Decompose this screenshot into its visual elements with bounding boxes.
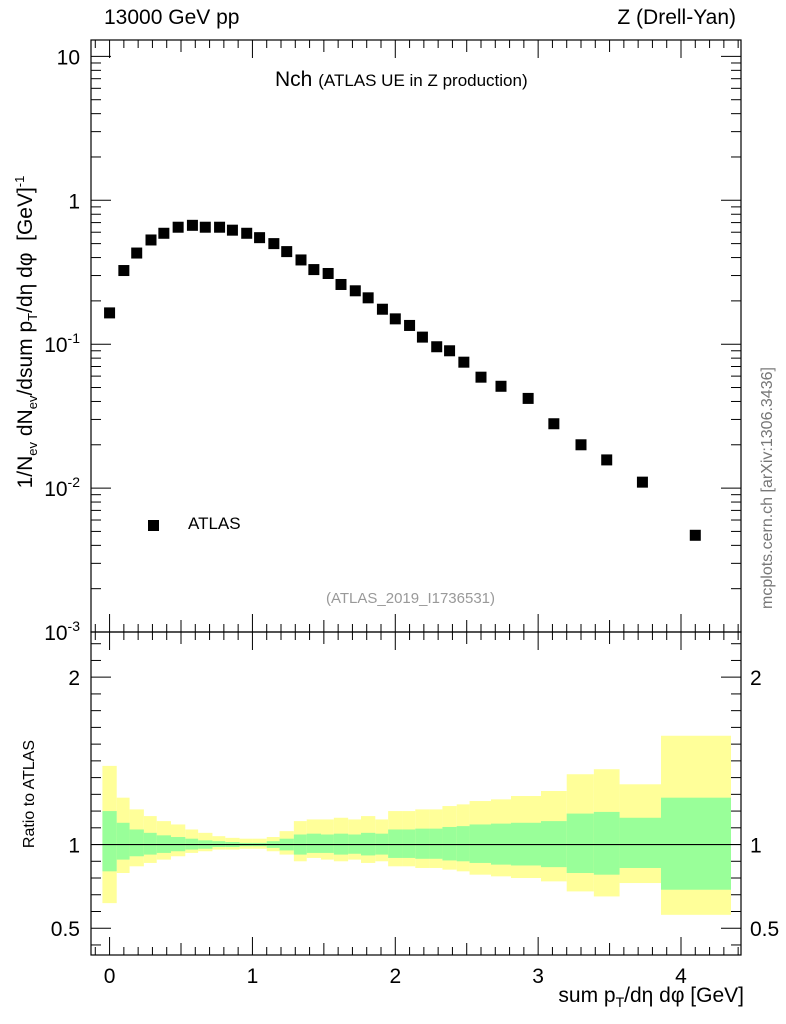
ratio-band-inner — [566, 813, 594, 873]
plot-title: Nch (ATLAS UE in Z production) — [275, 68, 528, 92]
y-tick-label: 10-1 — [44, 330, 80, 357]
data-point — [104, 307, 116, 319]
ratio-band-inner — [321, 834, 334, 853]
data-point — [444, 345, 456, 357]
process-label: Z (Drell-Yan) — [617, 6, 736, 29]
data-point — [322, 267, 334, 279]
ratio-y-tick-label-right: 2 — [750, 667, 762, 690]
x-tick-label: 4 — [675, 965, 687, 988]
ratio-band-inner — [388, 829, 403, 858]
ratio-band-inner — [415, 828, 430, 859]
ratio-y-tick-label: 1 — [68, 835, 80, 858]
legend-marker — [148, 520, 159, 531]
data-point — [575, 439, 587, 451]
ratio-y-axis-label: Ratio to ATLAS — [21, 739, 38, 849]
data-point — [145, 234, 157, 246]
ratio-band-inner — [129, 829, 144, 857]
x-tick-label: 0 — [104, 965, 116, 988]
data-point — [295, 254, 307, 266]
y-tick-label: 10-3 — [44, 618, 80, 645]
legend-entry-label: ATLAS — [188, 514, 241, 533]
data-point — [349, 285, 361, 297]
data-point — [199, 221, 211, 233]
y-axis-label: 1/Nev dNev/dsum pT/dη dφ [GeV]-1 — [11, 175, 41, 489]
data-point — [186, 219, 198, 231]
data-point — [495, 380, 507, 392]
ratio-band-inner — [593, 811, 620, 875]
analysis-reference: (ATLAS_2019_I1736531) — [326, 590, 496, 607]
data-point — [131, 247, 143, 259]
data-point — [335, 278, 347, 290]
ratio-y-tick-label: 2 — [68, 667, 80, 690]
y-tick-label: 1 — [68, 190, 80, 213]
data-point — [241, 227, 253, 239]
ratio-band-inner — [661, 797, 731, 890]
ratio-band-inner — [102, 811, 117, 872]
source-watermark: mcplots.cern.ch [arXiv:1306.3436] — [759, 367, 776, 609]
ratio-plot-frame — [90, 631, 742, 956]
data-point — [226, 224, 238, 236]
ratio-band-inner — [469, 824, 491, 863]
data-point — [281, 246, 293, 258]
data-point — [172, 221, 184, 233]
y-tick-label: 10 — [57, 46, 80, 69]
data-point — [389, 313, 401, 325]
data-point — [308, 264, 320, 276]
ratio-band-inner — [402, 829, 416, 858]
ratio-band-inner — [442, 826, 457, 861]
ratio-band-inner — [116, 822, 130, 860]
data-point — [689, 529, 701, 541]
data-point — [636, 476, 648, 488]
ratio-y-tick-label: 0.5 — [51, 918, 80, 941]
x-tick-label: 1 — [247, 965, 259, 988]
ratio-band-inner — [456, 826, 470, 862]
data-point — [601, 454, 613, 466]
x-tick-label: 2 — [389, 965, 401, 988]
energy-label: 13000 GeV pp — [104, 6, 240, 29]
ratio-band-inner — [429, 828, 443, 859]
data-point — [214, 221, 226, 233]
data-point — [548, 418, 560, 430]
data-point — [158, 227, 170, 239]
ratio-y-tick-label-right: 0.5 — [750, 918, 779, 941]
data-point — [376, 303, 388, 315]
data-point — [254, 232, 266, 244]
ratio-band-inner — [306, 833, 321, 853]
data-point — [458, 356, 470, 368]
plot-title-sub: (ATLAS UE in Z production) — [318, 71, 528, 90]
ratio-band-inner — [619, 817, 661, 868]
plot-title-main: Nch — [275, 68, 313, 91]
data-point — [362, 292, 374, 304]
y-tick-label: 10-2 — [44, 474, 80, 501]
data-point — [118, 265, 130, 277]
ratio-band-inner — [143, 832, 157, 855]
data-point — [404, 319, 416, 331]
main-plot-frame — [90, 39, 742, 633]
data-point — [475, 371, 487, 383]
ratio-y-tick-label-right: 1 — [750, 835, 762, 858]
x-tick-label: 3 — [532, 965, 544, 988]
data-point — [522, 392, 534, 404]
data-point — [416, 331, 428, 343]
x-axis-label: sum pT/dη dφ [GeV] — [558, 984, 744, 1011]
data-point — [431, 341, 443, 353]
data-point — [268, 238, 280, 250]
